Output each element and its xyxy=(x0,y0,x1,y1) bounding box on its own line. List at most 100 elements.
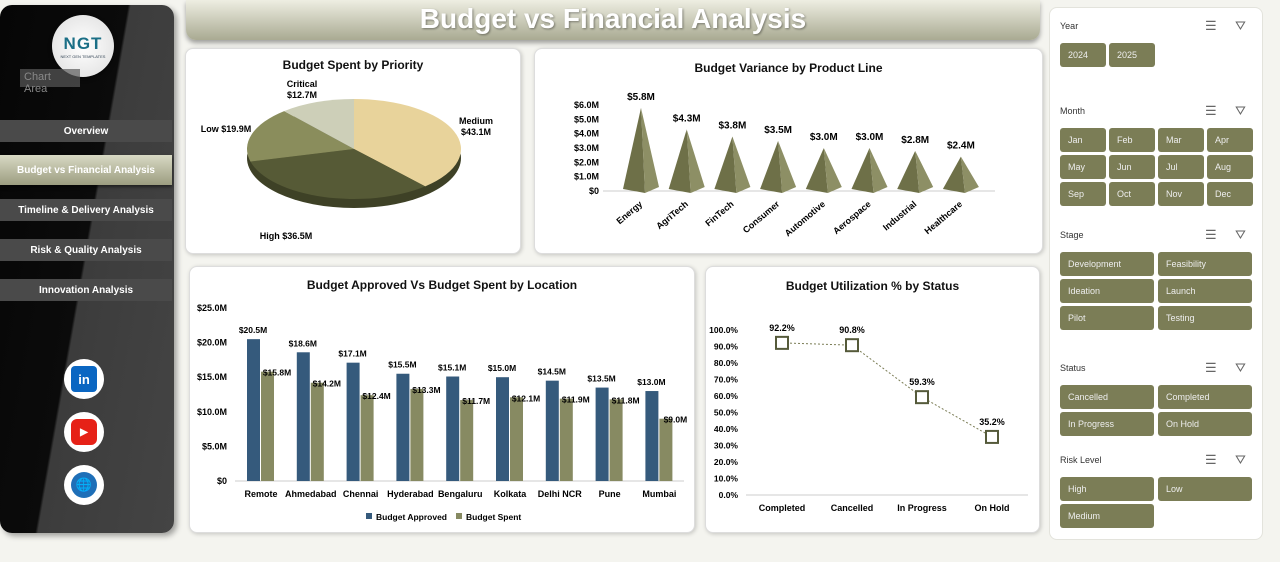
y-tick: 20.0% xyxy=(714,457,739,467)
x-tick: Healthcare xyxy=(922,199,964,236)
filter-option-2024[interactable]: 2024 xyxy=(1060,43,1106,67)
filter-option-aug[interactable]: Aug xyxy=(1207,155,1253,179)
filter-option-sep[interactable]: Sep xyxy=(1060,182,1106,206)
clear-filter-icon[interactable]: ⛛ xyxy=(1235,227,1246,242)
bar-spent xyxy=(410,388,424,481)
filter-option-launch[interactable]: Launch xyxy=(1158,279,1252,303)
filter-option-ideation[interactable]: Ideation xyxy=(1060,279,1154,303)
filter-option-development[interactable]: Development xyxy=(1060,252,1154,276)
y-tick: 100.0% xyxy=(709,325,738,335)
multi-select-icon[interactable]: ☰ xyxy=(1205,18,1217,33)
location-chart-card: Budget Approved Vs Budget Spent by Locat… xyxy=(189,266,695,533)
data-label: $11.7M xyxy=(462,396,490,406)
multi-select-icon[interactable]: ☰ xyxy=(1205,227,1217,242)
filter-option-low[interactable]: Low xyxy=(1158,477,1252,501)
data-label: $3.0M xyxy=(856,132,884,143)
data-label: $17.1M xyxy=(338,349,366,359)
pie-chart-card: Budget Spent by Priority Medium $43.1M Hig… xyxy=(185,48,521,254)
filter-option-cancelled[interactable]: Cancelled xyxy=(1060,385,1154,409)
data-label: $5.8M xyxy=(627,92,655,103)
filter-option-nov[interactable]: Nov xyxy=(1158,182,1204,206)
filter-option-apr[interactable]: Apr xyxy=(1207,128,1253,152)
filter-option-jan[interactable]: Jan xyxy=(1060,128,1106,152)
legend-label: Budget Approved xyxy=(376,512,447,522)
nav-risk-quality[interactable]: Risk & Quality Analysis xyxy=(0,239,172,261)
bar-spent xyxy=(510,397,523,481)
pyramid-bar-side xyxy=(869,148,888,193)
data-label: $15.8M xyxy=(263,368,291,378)
filter-option-testing[interactable]: Testing xyxy=(1158,306,1252,330)
filter-option-feb[interactable]: Feb xyxy=(1109,128,1155,152)
data-label: $13.0M xyxy=(637,377,665,387)
data-label: $13.3M xyxy=(412,385,440,395)
data-label: $3.5M xyxy=(764,125,792,136)
y-tick: 30.0% xyxy=(714,441,739,451)
y-tick: $1.0M xyxy=(574,172,599,182)
pyramid-bar xyxy=(714,136,737,193)
y-tick: $6.0M xyxy=(574,100,599,110)
clear-filter-icon[interactable]: ⛛ xyxy=(1235,18,1246,33)
bar-spent xyxy=(310,382,324,481)
pyramid-bar xyxy=(623,107,645,193)
pie-value: $43.1M xyxy=(461,127,491,137)
pyramid-bar xyxy=(760,140,783,193)
clear-filter-icon[interactable]: ⛛ xyxy=(1235,452,1246,467)
pyramid-bar xyxy=(805,148,828,193)
filter-option-feasibility[interactable]: Feasibility xyxy=(1158,252,1252,276)
data-label: $14.5M xyxy=(538,367,566,377)
filter-option-jun[interactable]: Jun xyxy=(1109,155,1155,179)
legend-swatch xyxy=(366,513,372,519)
youtube-button[interactable]: ▶ xyxy=(64,412,104,452)
filter-option-medium[interactable]: Medium xyxy=(1060,504,1154,528)
filter-option-in-progress[interactable]: In Progress xyxy=(1060,412,1154,436)
filter-option-pilot[interactable]: Pilot xyxy=(1060,306,1154,330)
data-label: 59.3% xyxy=(909,377,935,387)
pyramid-bar-side xyxy=(778,140,797,193)
filter-option-dec[interactable]: Dec xyxy=(1207,182,1253,206)
multi-select-icon[interactable]: ☰ xyxy=(1205,452,1217,467)
bar-approved xyxy=(496,377,509,481)
y-tick: $15.0M xyxy=(197,372,227,382)
y-tick: 40.0% xyxy=(714,424,739,434)
x-tick: Completed xyxy=(759,503,806,513)
sidebar: NGT NEXT GEN TEMPLATES Chart Area Overvie… xyxy=(0,5,174,533)
chart-title: Budget Variance by Product Line xyxy=(694,61,883,75)
data-label: $11.9M xyxy=(562,395,590,405)
nav-overview[interactable]: Overview xyxy=(0,120,172,142)
logo: NGT NEXT GEN TEMPLATES xyxy=(52,15,114,77)
x-tick: Chennai xyxy=(343,489,379,499)
nav-timeline-delivery[interactable]: Timeline & Delivery Analysis xyxy=(0,199,172,221)
filter-option-may[interactable]: May xyxy=(1060,155,1106,179)
x-tick: On Hold xyxy=(975,503,1010,513)
filter-option-completed[interactable]: Completed xyxy=(1158,385,1252,409)
logo-text: NGT xyxy=(63,33,103,53)
pyramid-bar-side xyxy=(686,129,705,193)
filter-option-mar[interactable]: Mar xyxy=(1158,128,1204,152)
bar-approved xyxy=(396,373,410,481)
filter-label: Stage xyxy=(1060,230,1084,240)
filter-option-2025[interactable]: 2025 xyxy=(1109,43,1155,67)
pie-slice xyxy=(247,111,354,162)
legend-label: Budget Spent xyxy=(466,512,521,522)
multi-select-icon[interactable]: ☰ xyxy=(1205,103,1217,118)
website-button[interactable]: 🌐 xyxy=(64,465,104,505)
y-tick: $3.0M xyxy=(574,143,599,153)
linkedin-button[interactable]: in xyxy=(64,359,104,399)
data-point xyxy=(845,338,859,353)
filter-option-high[interactable]: High xyxy=(1060,477,1154,501)
data-label: $14.2M xyxy=(313,379,341,389)
pyramid-bar-side xyxy=(960,156,979,193)
multi-select-icon[interactable]: ☰ xyxy=(1205,360,1217,375)
filter-option-oct[interactable]: Oct xyxy=(1109,182,1155,206)
nav-budget-vs-financial[interactable]: Budget vs Financial Analysis xyxy=(0,155,172,185)
nav-innovation[interactable]: Innovation Analysis xyxy=(0,279,172,301)
filter-option-on-hold[interactable]: On Hold xyxy=(1158,412,1252,436)
variance-chart-card: Budget Variance by Product Line $0 $1.0M $… xyxy=(534,48,1043,254)
filter-option-jul[interactable]: Jul xyxy=(1158,155,1204,179)
clear-filter-icon[interactable]: ⛛ xyxy=(1235,360,1246,375)
y-tick: 70.0% xyxy=(714,375,739,385)
bar-approved xyxy=(346,362,360,481)
clear-filter-icon[interactable]: ⛛ xyxy=(1235,103,1246,118)
y-tick: 60.0% xyxy=(714,391,739,401)
x-tick: Mumbai xyxy=(642,489,676,499)
